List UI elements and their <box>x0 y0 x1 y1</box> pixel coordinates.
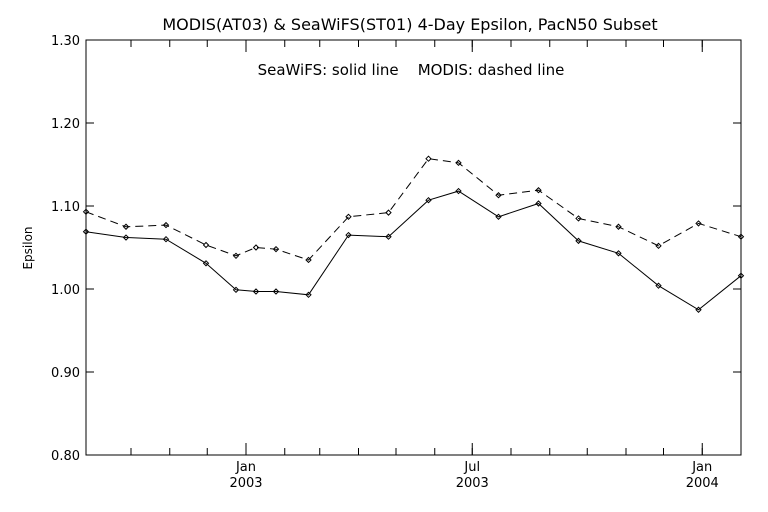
solid-line-point <box>305 291 312 299</box>
y-axis-label: Epsilon <box>21 226 35 269</box>
solid-line-point <box>202 260 210 267</box>
y-tick-label: 0.80 <box>51 449 80 464</box>
y-tick-label: 1.00 <box>51 283 80 298</box>
dashed-line-point <box>575 215 582 222</box>
solid-line-point <box>575 237 582 245</box>
solid-line-point <box>737 272 745 279</box>
line-style-annotation: SeaWiFS: solid line MODIS: dashed line <box>258 61 565 79</box>
x-tick-year-label: 2003 <box>229 476 262 491</box>
dashed-line-point <box>345 213 352 220</box>
dashed-line-point <box>82 208 90 216</box>
dashed-line-point <box>232 252 240 260</box>
dashed-line-point <box>615 223 622 230</box>
solid-line-point <box>162 235 170 243</box>
solid-line-point <box>535 200 542 207</box>
y-tick-label: 1.30 <box>51 34 80 49</box>
dashed-line-point <box>385 209 392 216</box>
y-tick-label: 1.20 <box>51 117 80 132</box>
plot-frame <box>85 39 742 456</box>
solid-line-point <box>122 234 130 241</box>
dashed-line-point <box>535 187 542 194</box>
solid-line-point <box>345 231 352 239</box>
dashed-line-point <box>737 233 745 240</box>
dashed-line-point <box>162 221 170 229</box>
dashed-line-point <box>202 241 210 249</box>
dashed-line-point <box>695 220 702 227</box>
solid-line-point <box>455 187 462 195</box>
solid-line-point <box>615 250 622 257</box>
solid-line-point <box>82 228 90 235</box>
solid-line-point <box>252 288 260 295</box>
series-layer <box>82 155 745 313</box>
dashed-line-point <box>272 245 280 253</box>
x-tick-month-label: Jul <box>463 460 480 475</box>
y-tick-label: 0.90 <box>51 366 80 381</box>
dashed-line-point <box>252 244 260 251</box>
dashed-line-point <box>495 192 502 199</box>
solid-line-point <box>695 306 702 313</box>
x-tick-month-label: Jan <box>235 460 256 475</box>
solid-line-point <box>385 233 392 240</box>
chart-title: MODIS(AT03) & SeaWiFS(ST01) 4-Day Epsilo… <box>162 15 657 34</box>
solid-line-point <box>425 196 432 204</box>
solid-line-point <box>232 286 240 294</box>
dashed-line-point <box>122 223 130 230</box>
dashed-line-point <box>305 256 312 264</box>
dashed-line-point <box>425 155 432 162</box>
solid-line-point <box>655 282 662 289</box>
solid-line <box>85 190 742 311</box>
solid-line-point <box>495 213 502 220</box>
dashed-line <box>85 158 742 261</box>
dashed-line-point <box>655 242 662 250</box>
y-tick-label: 1.10 <box>51 200 80 215</box>
x-tick-year-label: 2003 <box>456 476 489 491</box>
y-axis: 0.80 0.90 1.00 1.10 1.20 1.30 <box>51 34 741 464</box>
dashed-line-point <box>455 159 462 167</box>
x-tick-year-label: 2004 <box>686 476 719 491</box>
solid-line-point <box>272 288 280 295</box>
x-tick-month-label: Jan <box>691 460 712 475</box>
